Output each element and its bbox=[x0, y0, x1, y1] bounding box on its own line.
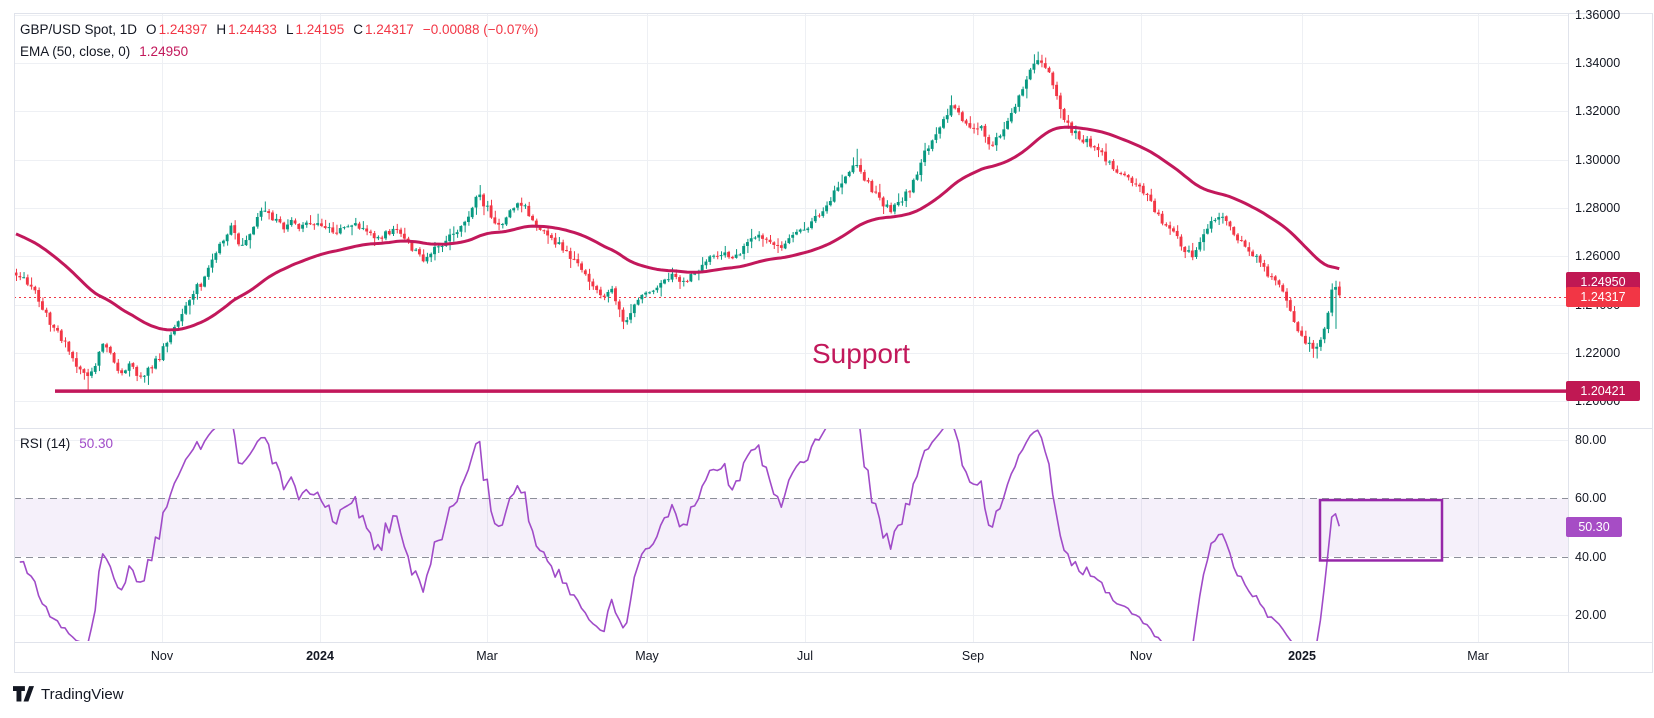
support-price-badge: 1.20421 bbox=[1566, 381, 1640, 402]
close-value: 1.24317 bbox=[365, 21, 414, 37]
rsi-axis-label: 60.00 bbox=[1575, 491, 1607, 506]
symbol-legend: GBP/USD Spot, 1D O 1.24397 H 1.24433 L 1.24… bbox=[20, 18, 538, 62]
support-annotation[interactable]: Support bbox=[812, 338, 911, 369]
rsi-axis-label: 40.00 bbox=[1575, 549, 1607, 564]
price-axis-label: 1.22000 bbox=[1575, 346, 1621, 360]
close-label: C bbox=[353, 21, 364, 37]
rsi-axis-label: 80.00 bbox=[1575, 433, 1607, 447]
tradingview-brand-text: TradingView bbox=[41, 686, 124, 703]
low-value: 1.24195 bbox=[295, 21, 345, 37]
time-axis-label: Nov bbox=[150, 649, 174, 663]
tradingview-logo-icon bbox=[13, 686, 34, 703]
time-axis-label: Jul bbox=[797, 649, 813, 663]
price-axis-label: 1.26000 bbox=[1575, 249, 1621, 264]
change-value: −0.00088 (−0.07%) bbox=[422, 21, 539, 37]
rsi-axis-label: 20.00 bbox=[1575, 608, 1607, 622]
open-value: 1.24397 bbox=[158, 21, 208, 37]
rsi-legend-label[interactable]: RSI (14) bbox=[20, 436, 71, 451]
low-label: L bbox=[285, 21, 294, 37]
time-axis-label: 2025 bbox=[1288, 649, 1316, 663]
ema-legend-row: EMA (50, close, 0) 1.24950 bbox=[20, 40, 538, 62]
rsi-value-badge: 50.30 bbox=[1566, 516, 1622, 537]
last-price-badge: 1.24317 bbox=[1566, 287, 1640, 307]
time-axis-label: 2024 bbox=[306, 649, 334, 663]
high-label: H bbox=[216, 21, 227, 37]
time-axis-label: May bbox=[635, 649, 659, 663]
price-axis-label: 1.30000 bbox=[1575, 152, 1621, 167]
price-axis-label: 1.36000 bbox=[1575, 7, 1621, 22]
symbol-title[interactable]: GBP/USD Spot, 1D bbox=[20, 21, 138, 37]
time-axis-label: Mar bbox=[1467, 649, 1489, 663]
tradingview-logo[interactable]: TradingView bbox=[13, 686, 124, 703]
symbol-legend-row: GBP/USD Spot, 1D O 1.24397 H 1.24433 L 1.24… bbox=[20, 18, 538, 40]
time-axis-label: Mar bbox=[476, 649, 498, 663]
open-label: O bbox=[146, 21, 157, 37]
ema-legend-label[interactable]: EMA (50, close, 0) bbox=[20, 43, 131, 59]
ema-price-badge: 1.24950 bbox=[1566, 271, 1640, 292]
rsi-legend-value: 50.30 bbox=[79, 436, 114, 451]
price-axis-label: 1.32000 bbox=[1575, 104, 1621, 119]
price-axis-label: 1.34000 bbox=[1575, 56, 1621, 70]
time-axis[interactable] bbox=[14, 642, 1568, 672]
ema-legend-value: 1.24950 bbox=[139, 43, 189, 59]
time-axis-label: Sep bbox=[961, 649, 985, 663]
high-value: 1.24433 bbox=[228, 21, 277, 37]
time-axis-label: Nov bbox=[1129, 649, 1153, 663]
rsi-legend: RSI (14) 50.30 bbox=[20, 436, 113, 451]
price-axis-label: 1.28000 bbox=[1575, 201, 1621, 215]
